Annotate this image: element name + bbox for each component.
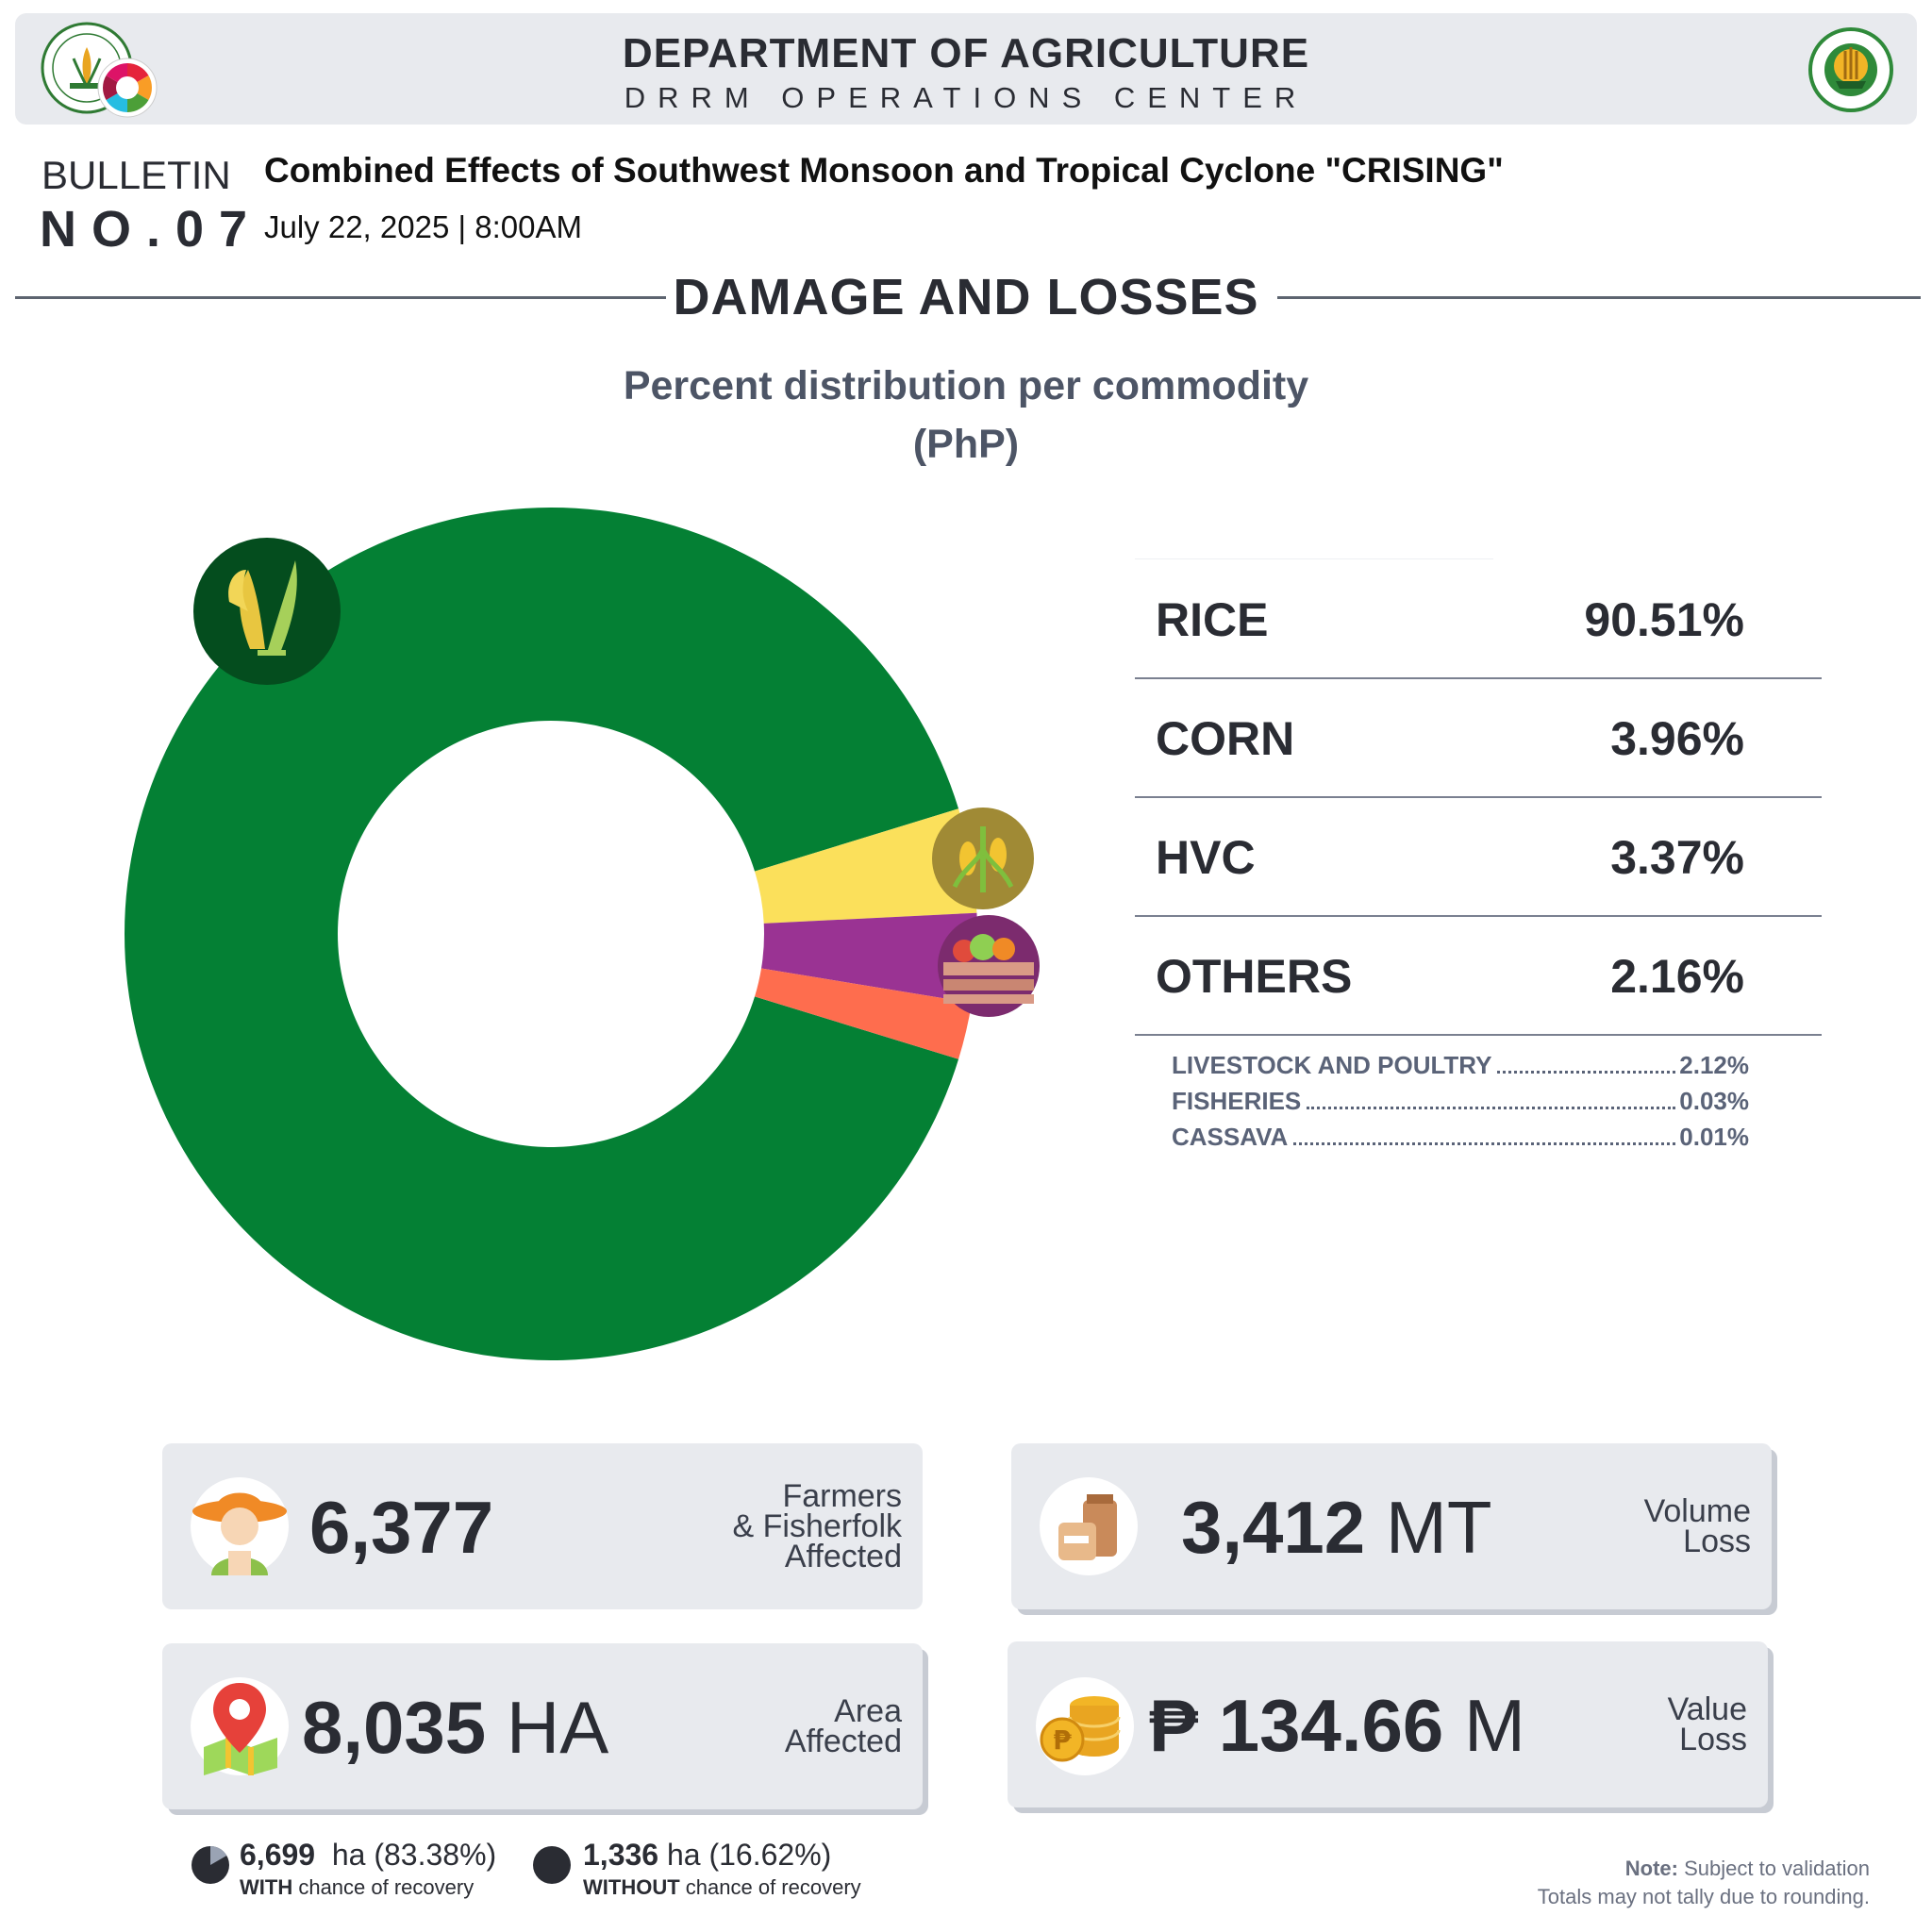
section-title: DAMAGE AND LOSSES: [0, 268, 1932, 326]
footnote: Note: Subject to validation Totals may n…: [1538, 1857, 1870, 1909]
legend-top-rule: [1135, 558, 1493, 559]
legend-value: 3.96%: [1610, 712, 1744, 765]
sdg-wheel-icon: [97, 58, 158, 118]
divider-right: [1277, 296, 1921, 299]
chart-title-text: Percent distribution per commodity: [623, 363, 1309, 408]
chart-title: Percent distribution per commodity (PhP): [0, 357, 1932, 474]
legend-value: 90.51%: [1584, 593, 1744, 646]
footnote-line1: Note: Subject to validation: [1624, 1857, 1870, 1880]
donut-chart: [124, 507, 1040, 1360]
area-affected-card: 8,035 HA Area Affected: [162, 1643, 923, 1809]
others-item-name: FISHERIES: [1172, 1087, 1302, 1115]
with-recovery-pie-icon: [192, 1846, 229, 1884]
others-item-value: 0.03%: [1679, 1087, 1749, 1115]
area-affected-value: 8,035 HA: [302, 1686, 609, 1769]
with-recovery-value: 6,699 ha (83.38%): [240, 1838, 497, 1872]
without-recovery-note: WITHOUT chance of recovery: [583, 1875, 861, 1899]
corn-icon: [932, 808, 1034, 909]
legend-value: 3.37%: [1610, 831, 1744, 884]
others-item-livestock: LIVESTOCK AND POULTRY 2.12%: [1172, 1051, 1749, 1080]
rice-plant-icon: [193, 538, 341, 685]
others-item-name: LIVESTOCK AND POULTRY: [1172, 1051, 1492, 1079]
peso-coins-icon: ₱: [1036, 1677, 1134, 1775]
value-loss-card: ₱ ₱ 134.66 M Value Loss: [1008, 1641, 1768, 1807]
others-item-value: 2.12%: [1679, 1051, 1749, 1079]
volume-loss-label: Volume Loss: [1643, 1493, 1751, 1559]
bulletin-label: BULLETIN: [42, 153, 231, 197]
without-recovery-pie-icon: [533, 1846, 571, 1884]
header-subtitle: DRRM OPERATIONS CENTER: [624, 81, 1308, 114]
svg-text:₱: ₱: [1053, 1724, 1072, 1756]
area-affected-label: Area Affected: [784, 1693, 902, 1759]
grain-sack-icon: [1040, 1477, 1138, 1575]
legend-row-corn: CORN 3.96%: [1135, 677, 1822, 798]
legend-name: CORN: [1156, 712, 1295, 765]
leader-dots: [1497, 1051, 1676, 1074]
others-item-value: 0.01%: [1679, 1123, 1749, 1151]
legend-name: HVC: [1156, 831, 1256, 884]
farmers-affected-card: 6,377 Farmers & Fisherfolk Affected: [162, 1443, 923, 1609]
legend-name: RICE: [1156, 593, 1269, 646]
others-item-cassava: CASSAVA 0.01%: [1172, 1123, 1749, 1152]
map-pin-icon: [191, 1677, 289, 1775]
vegetable-crate-icon: [938, 915, 1040, 1017]
bulletin-number: NO.07: [40, 201, 263, 258]
others-item-name: CASSAVA: [1172, 1123, 1289, 1151]
bulletin-date: July 22, 2025 | 8:00AM: [264, 209, 582, 244]
with-recovery-note: WITH chance of recovery: [240, 1875, 475, 1899]
header-bar: DEPARTMENT OF AGRICULTURE DRRM OPERATION…: [15, 13, 1917, 125]
leader-dots: [1307, 1087, 1676, 1109]
volume-loss-card: 3,412 MT Volume Loss: [1011, 1443, 1772, 1609]
others-item-fisheries: FISHERIES 0.03%: [1172, 1087, 1749, 1116]
value-loss-value: ₱ 134.66 M: [1149, 1684, 1525, 1767]
masaganang-agrikultura-seal-icon: [1808, 27, 1893, 112]
legend-row-hvc: HVC 3.37%: [1135, 796, 1822, 917]
farmers-affected-value: 6,377: [309, 1486, 494, 1569]
bulletin-title: Combined Effects of Southwest Monsoon an…: [264, 151, 1504, 190]
footnote-line2: Totals may not tally due to rounding.: [1537, 1885, 1870, 1908]
volume-loss-value: 3,412 MT: [1181, 1486, 1492, 1569]
leader-dots: [1293, 1123, 1676, 1145]
legend-row-rice: RICE 90.51%: [1135, 558, 1822, 679]
farmer-avatar-icon: [191, 1477, 289, 1575]
header-title: DEPARTMENT OF AGRICULTURE: [622, 30, 1310, 76]
farmers-affected-label: Farmers & Fisherfolk Affected: [732, 1478, 903, 1574]
legend-name: OTHERS: [1156, 950, 1353, 1003]
donut-slice-hvc: [761, 912, 978, 1004]
donut-slice-rice: [124, 507, 959, 1360]
chart-subtitle-text: (PhP): [912, 422, 1020, 467]
without-recovery-value: 1,336 ha (16.62%): [583, 1838, 832, 1872]
legend-value: 2.16%: [1610, 950, 1744, 1003]
divider-left: [15, 296, 666, 299]
donut-slice-corn: [755, 808, 977, 924]
legend-row-others: OTHERS 2.16%: [1135, 915, 1822, 1036]
value-loss-label: Value Loss: [1667, 1691, 1747, 1757]
donut-slice-others: [755, 968, 973, 1059]
